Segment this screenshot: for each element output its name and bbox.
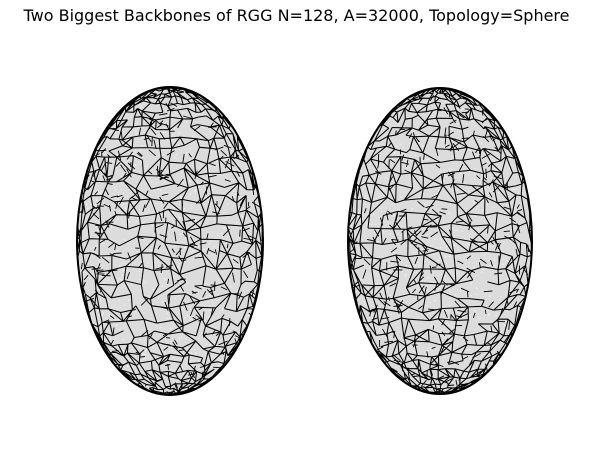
- backbone-sphere-2: [347, 87, 533, 395]
- backbone-sphere-1: [76, 86, 264, 396]
- sphere-outline: [347, 87, 533, 395]
- mesh-edges: [348, 88, 532, 394]
- sphere-surface: [348, 88, 532, 394]
- sphere-outline: [76, 86, 264, 396]
- figure-title: Two Biggest Backbones of RGG N=128, A=32…: [23, 6, 570, 25]
